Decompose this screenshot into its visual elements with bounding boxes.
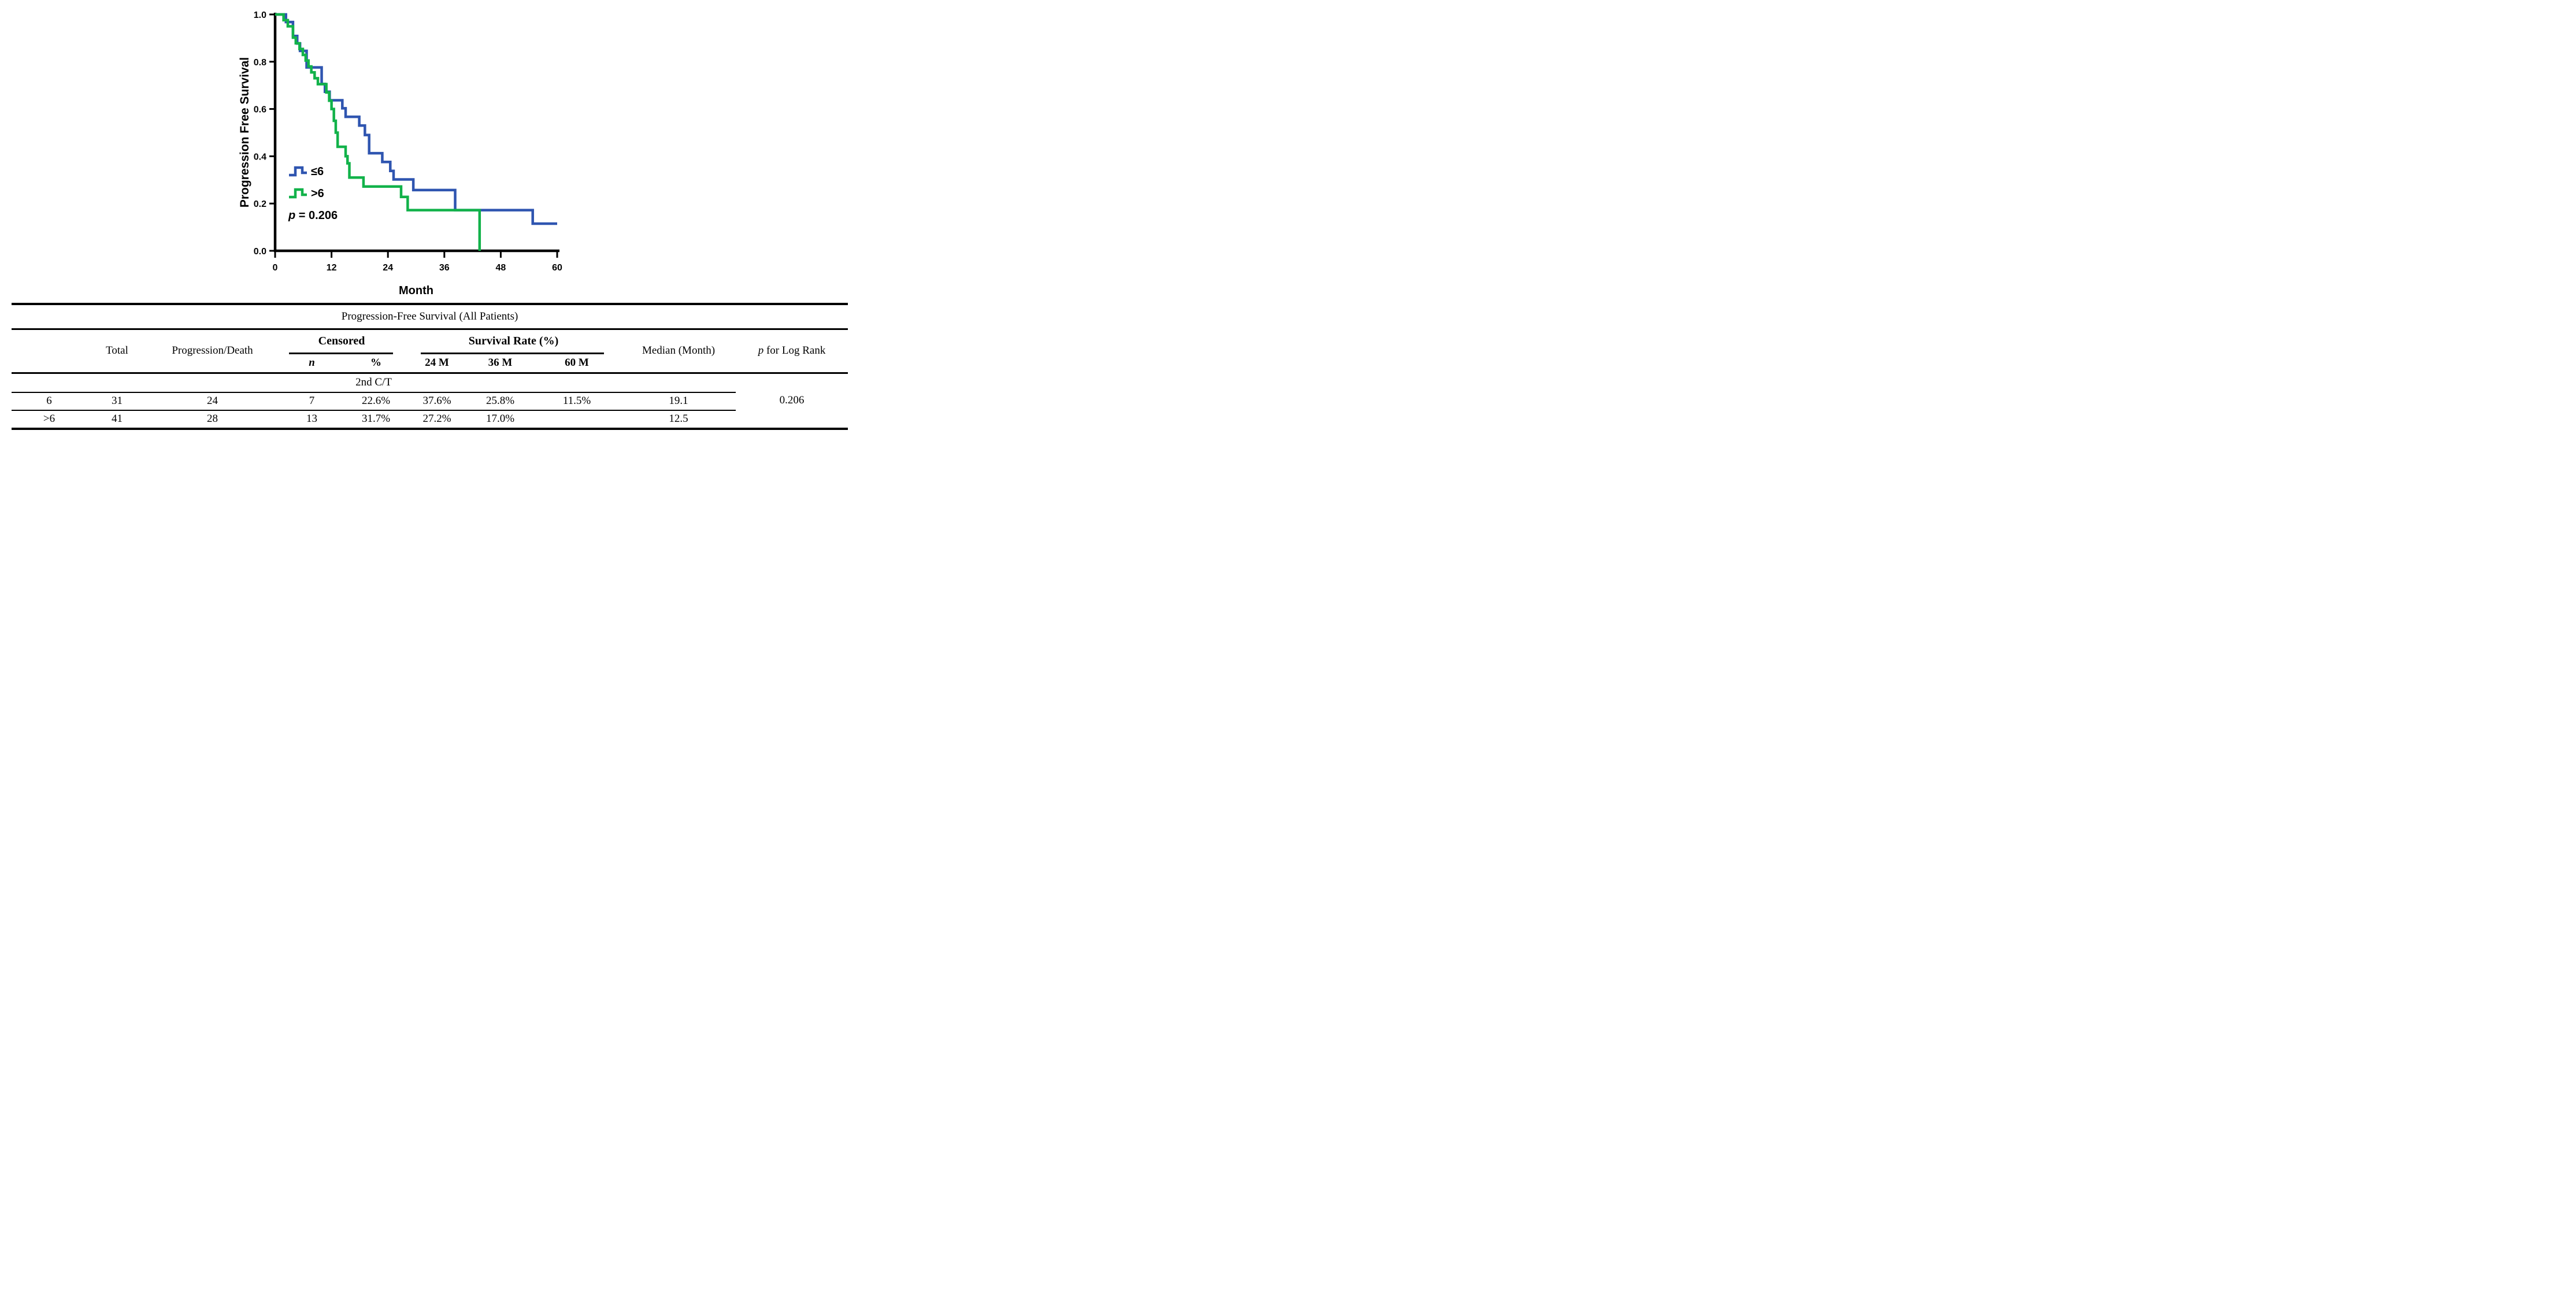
x-axis-title: Month [399,284,433,297]
header-n: n [277,354,346,374]
legend-label-gt6: >6 [311,187,324,200]
x-tick-label: 24 [383,263,393,273]
survival-rate-rule [421,353,604,354]
y-tick-label: 0.2 [254,199,266,209]
km-curve-gt6 [275,13,481,251]
total-value: 41 [112,413,123,425]
y-axis-title: Progression Free Survival [238,57,251,208]
progression-death-value: 28 [207,413,218,425]
header-censored: Censored [318,335,365,347]
subheader-spacer [12,354,87,374]
survival-24m-value: 27.2% [422,413,451,425]
row-label: >6 [43,413,55,425]
p-log-rank-symbol: p [758,344,764,357]
total-value: 31 [87,392,147,411]
survival-24m-value: 37.6% [406,392,468,411]
censored-n-value: 13 [306,413,317,425]
header-median: Median (Month) [621,329,736,374]
header-spacer [12,329,87,355]
survival-60m-value [532,410,621,429]
row-label: 6 [12,392,87,411]
km-plot-svg: 0.0 0.2 0.4 0.6 0.8 1.0 0 12 24 36 48 60 [254,10,562,273]
x-tick-label: 36 [439,263,450,273]
group-row-label: 2nd C/T [12,373,736,393]
legend-label-le6: ≤6 [311,165,324,178]
table-title: Progression-Free Survival (All Patients) [12,304,848,330]
table-row: 6 31 24 7 22.6% 37.6% 25.8% 11.5% 19.1 [12,392,848,411]
p-value-text: = 0.206 [295,209,338,222]
header-censored-group: Censored [277,329,406,354]
x-tick-label: 48 [496,263,506,273]
legend: ≤6 >6 [288,163,324,207]
legend-swatch-le6 [289,166,307,177]
table-row: >6 41 28 13 31.7% 27.2% 17.0% 12.5 [12,410,848,429]
p-symbol: p [288,209,296,222]
step-line-icon [289,166,307,177]
median-value: 12.5 [669,413,688,425]
header-24m: 24 M [406,354,468,374]
median-value: 19.1 [621,392,736,411]
header-total: Total [87,329,147,374]
survival-36m-value: 17.0% [485,413,515,425]
y-tick-label: 0.4 [254,152,266,162]
figure-page: 0.0 0.2 0.4 0.6 0.8 1.0 0 12 24 36 48 60 Progressio… [0,0,859,434]
censored-n-value: 7 [277,392,346,411]
legend-item-gt6: >6 [288,185,324,202]
x-tick-label: 12 [327,263,337,273]
censored-pct-value: 31.7% [361,413,391,425]
y-tick-label: 1.0 [254,10,266,20]
header-p-log-rank: p for Log Rank [736,329,848,374]
progression-death-value: 24 [147,392,277,411]
km-chart: 0.0 0.2 0.4 0.6 0.8 1.0 0 12 24 36 48 60 Progressio… [0,0,859,302]
header-60m: 60 M [532,354,621,374]
y-tick-label: 0.6 [254,105,266,115]
header-survival-rate: Survival Rate (%) [468,335,559,347]
survival-36m-value: 25.8% [468,392,532,411]
y-tick-label: 0.0 [254,247,266,257]
x-tick-label: 0 [273,263,278,273]
step-line-icon [289,188,307,199]
pfs-table: Progression-Free Survival (All Patients)… [12,303,848,430]
header-survival-rate-group: Survival Rate (%) [406,329,621,354]
log-rank-p-value: 0.206 [779,394,805,407]
legend-swatch-gt6 [289,188,307,199]
header-pct: % [346,354,406,374]
y-tick-label: 0.8 [254,58,266,68]
header-36m: 36 M [468,354,532,374]
header-progression-death: Progression/Death [147,329,277,374]
censored-rule [289,353,393,354]
legend-item-le6: ≤6 [288,163,324,180]
x-tick-label: 60 [552,263,562,273]
survival-60m-value: 11.5% [532,392,621,411]
p-value-annotation: p = 0.206 [288,209,338,222]
censored-pct-value: 22.6% [346,392,406,411]
